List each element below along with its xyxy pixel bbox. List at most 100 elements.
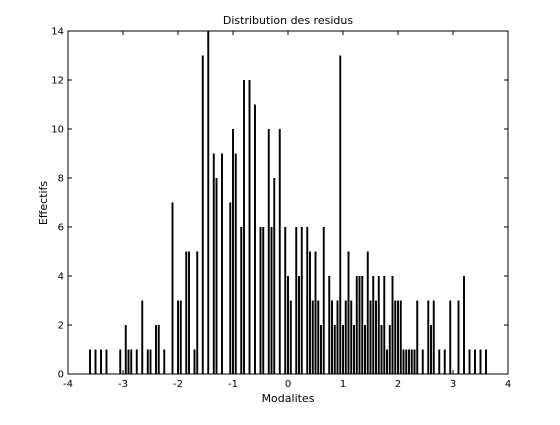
histogram-bar: [298, 276, 300, 374]
chart-title: Distribution des residus: [223, 14, 353, 27]
histogram-bar: [89, 349, 91, 374]
histogram-bar: [287, 276, 289, 374]
histogram-bar: [179, 300, 182, 374]
histogram-bar: [309, 251, 311, 374]
x-tick-label: -1: [228, 379, 238, 390]
y-tick-label: 0: [58, 370, 64, 381]
histogram-bar: [234, 153, 237, 374]
histogram-bar: [193, 349, 196, 374]
histogram-bar: [355, 276, 358, 374]
histogram-bar: [311, 300, 314, 374]
histogram-bar: [328, 276, 331, 374]
histogram-bar: [479, 349, 482, 374]
y-tick-label: 14: [51, 27, 64, 38]
histogram-bar: [457, 300, 460, 374]
histogram-bar: [369, 300, 372, 374]
histogram-bar: [295, 227, 298, 374]
histogram-bar: [322, 227, 325, 374]
histogram-bar: [270, 227, 273, 374]
x-tick-label: 1: [340, 379, 346, 390]
histogram-bar: [289, 300, 292, 374]
histogram-bar: [248, 80, 251, 374]
histogram-bar: [383, 276, 386, 374]
histogram-bar: [399, 300, 402, 374]
x-tick-label: 3: [450, 379, 456, 390]
histogram-bar: [331, 300, 333, 374]
histogram-bar: [188, 251, 190, 374]
histogram-bar: [284, 227, 287, 374]
histogram-bar: [212, 153, 215, 374]
x-tick-label: 0: [285, 379, 291, 390]
histogram-bar: [366, 251, 369, 374]
histogram-bar: [408, 349, 410, 374]
histogram-bar: [317, 300, 320, 374]
histogram-bar: [171, 202, 174, 374]
histogram-bar: [347, 251, 350, 374]
histogram-bar: [177, 300, 179, 374]
histogram-bar: [380, 325, 383, 374]
histogram-bar: [146, 349, 149, 374]
histogram-bar: [215, 178, 218, 374]
histogram-bar: [201, 55, 204, 374]
histogram-bar: [405, 349, 408, 374]
histogram-bar: [262, 227, 265, 374]
histogram-bar: [358, 276, 361, 374]
histogram-bar: [314, 251, 317, 374]
histogram-bar: [342, 325, 344, 374]
histogram-bar: [336, 300, 339, 374]
histogram-bar: [243, 80, 245, 374]
histogram-bar: [119, 349, 122, 374]
histogram-bar: [443, 349, 446, 374]
histogram-bar: [320, 325, 322, 374]
histogram-bar: [391, 276, 394, 374]
histogram-bar: [127, 349, 130, 374]
histogram-bar: [421, 349, 424, 374]
histogram-bar: [185, 251, 188, 374]
histogram-bar: [157, 325, 160, 374]
histogram-bar: [438, 349, 441, 374]
x-tick-label: -2: [173, 379, 183, 390]
histogram-bar: [364, 325, 366, 374]
histogram-bar: [278, 129, 281, 374]
histogram-bar: [221, 153, 223, 374]
histogram-bar: [100, 349, 102, 374]
histogram-bar: [353, 325, 355, 374]
histogram-bar: [474, 349, 476, 374]
histogram-bar: [105, 349, 108, 374]
histogram-bar: [416, 300, 419, 374]
histogram-bar: [361, 276, 364, 374]
histogram-bar: [149, 349, 152, 374]
histogram-bar: [141, 300, 144, 374]
histogram-bar: [130, 349, 133, 374]
histogram-bar: [375, 300, 377, 374]
histogram-bar: [267, 129, 270, 374]
histogram-bar: [350, 300, 353, 374]
histogram-bar: [300, 227, 303, 374]
y-axis-label: Effectifs: [37, 181, 50, 226]
histogram-bar: [94, 349, 97, 374]
y-tick-label: 12: [51, 76, 64, 87]
histogram-bar: [207, 31, 210, 374]
histogram-bar: [386, 349, 388, 374]
histogram-bar: [196, 251, 199, 374]
histogram-bar: [463, 276, 465, 374]
histogram-bar: [240, 227, 243, 374]
histogram-bar: [306, 227, 309, 374]
histogram-bar: [372, 276, 375, 374]
x-tick-label: 2: [395, 379, 401, 390]
histogram-bar: [155, 325, 157, 374]
histogram-bar: [377, 276, 380, 374]
histogram-bar: [413, 349, 416, 374]
x-axis-label: Modalites: [262, 392, 315, 405]
histogram-bar: [449, 300, 452, 374]
histogram-bar: [397, 300, 399, 374]
histogram-bar: [229, 202, 232, 374]
histogram-bar: [485, 349, 487, 374]
y-tick-label: 8: [58, 174, 64, 185]
histogram-bar: [273, 178, 276, 374]
histogram-bar: [402, 349, 405, 374]
histogram-bar: [427, 300, 430, 374]
bars-group: [89, 31, 487, 374]
x-tick-label: -3: [118, 379, 128, 390]
